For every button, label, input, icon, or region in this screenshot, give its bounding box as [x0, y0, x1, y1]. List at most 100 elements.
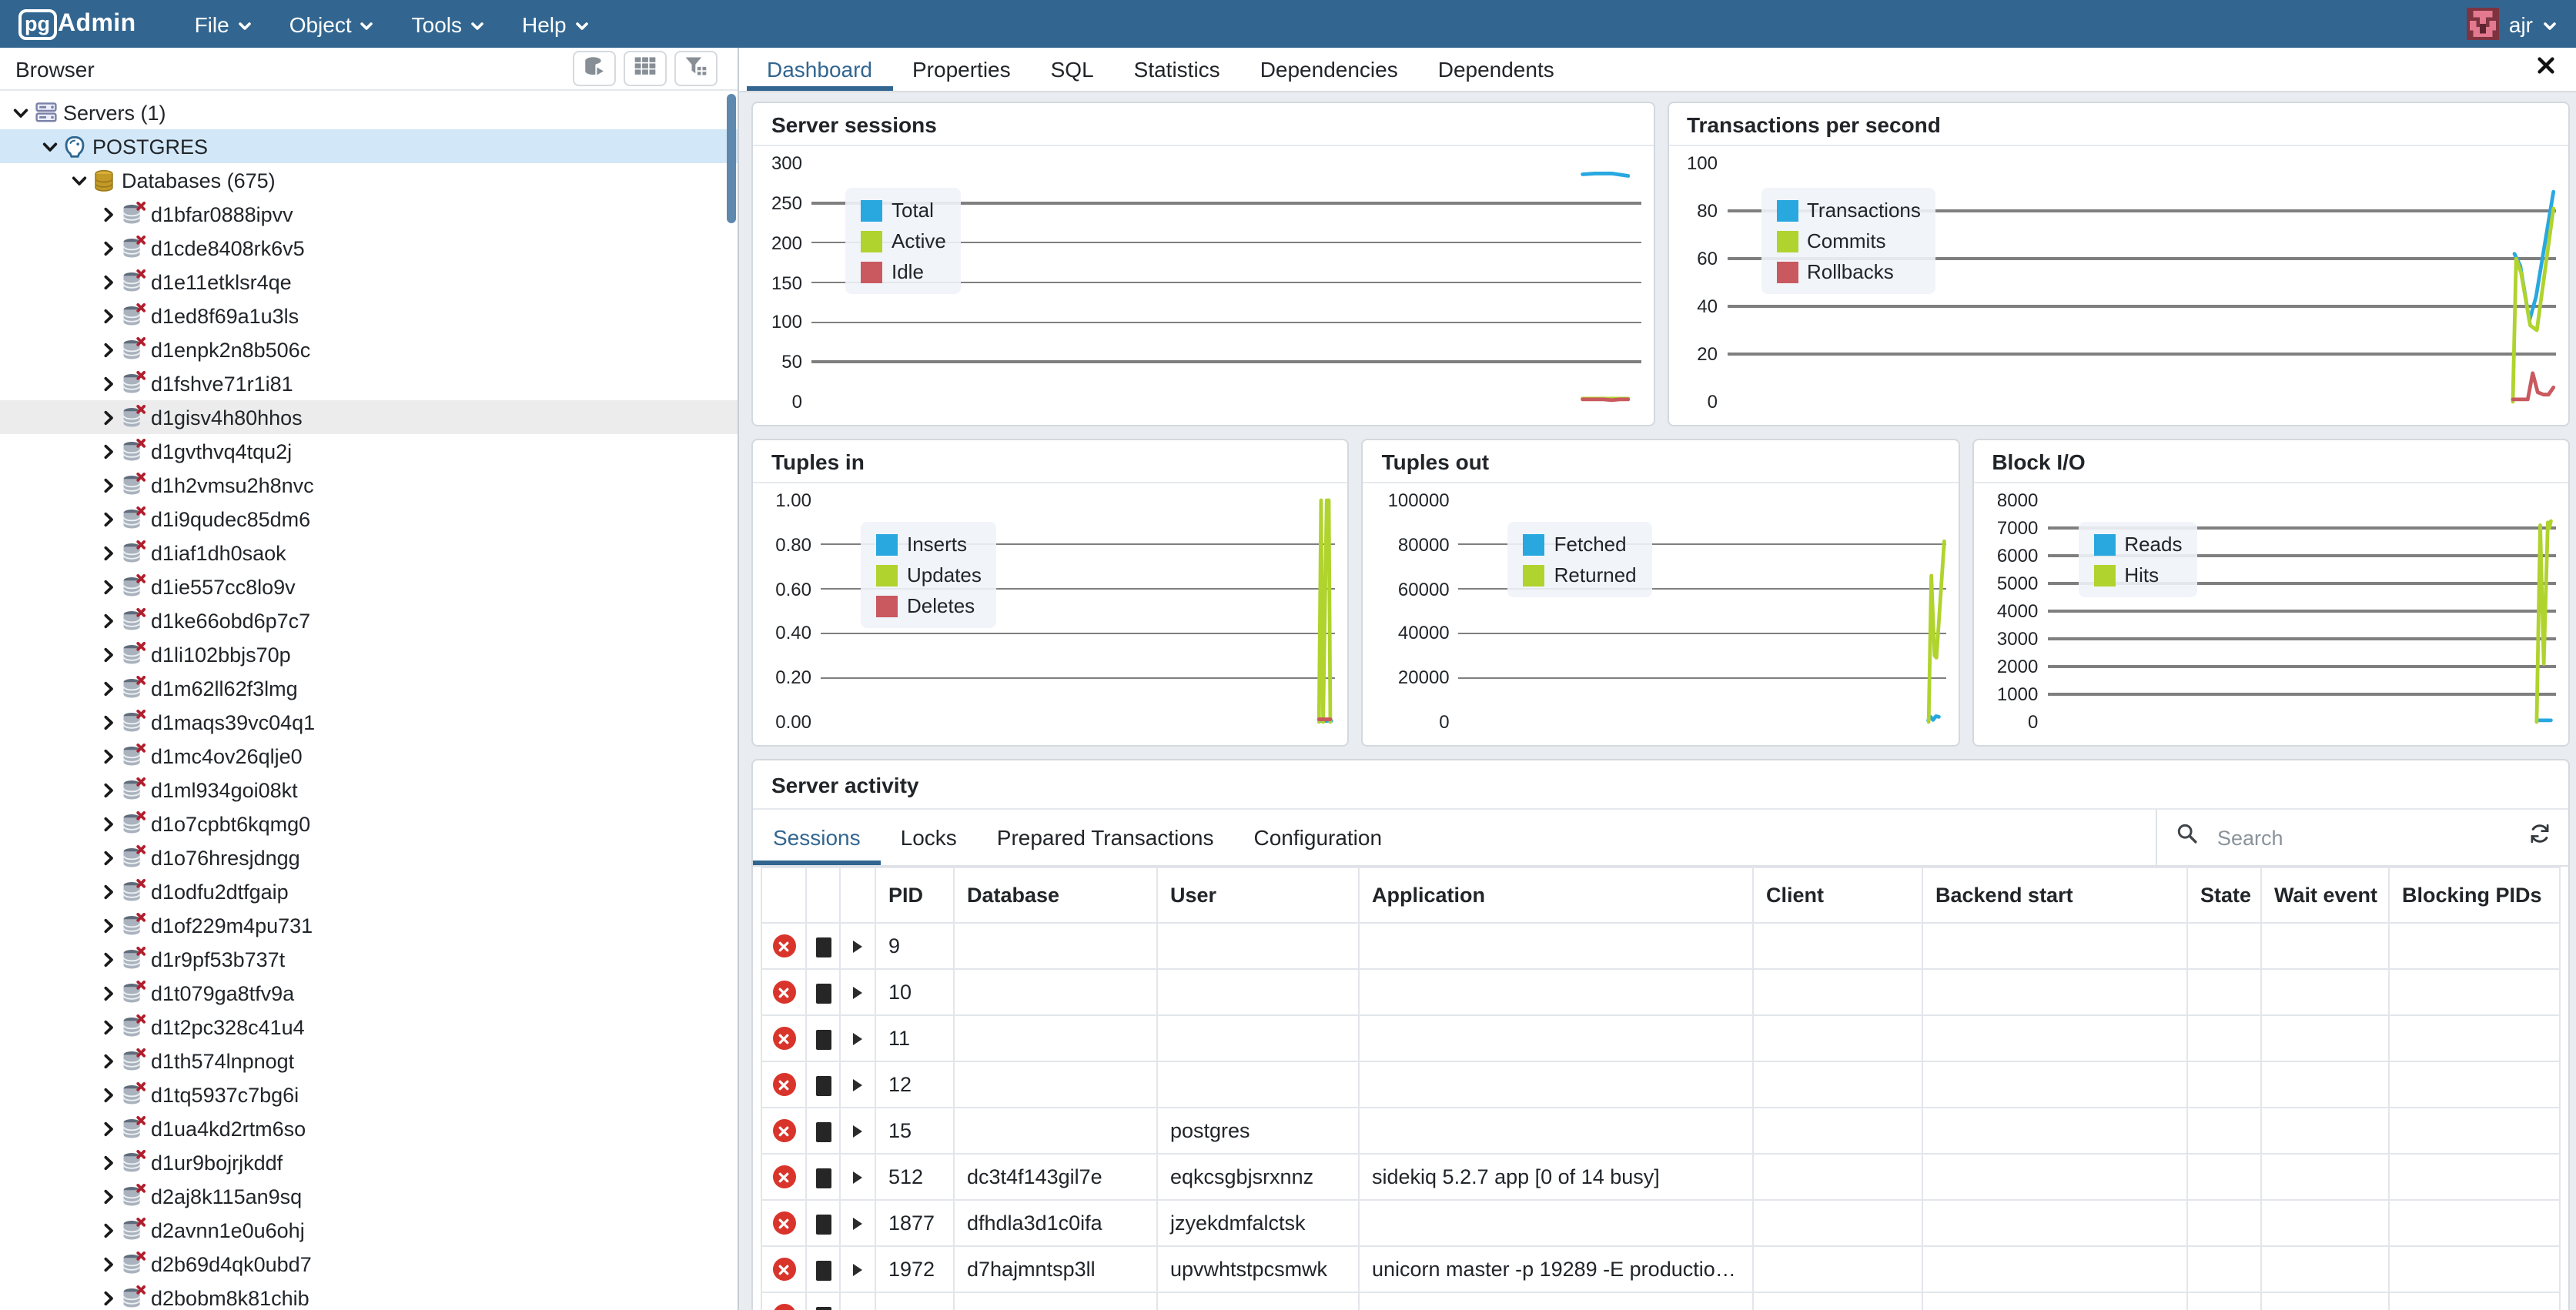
- tab-dashboard[interactable]: Dashboard: [747, 48, 892, 91]
- chevron-right-icon[interactable]: [97, 1188, 120, 1205]
- tree-item-d1ie557cc8lo9v[interactable]: d1ie557cc8lo9v: [0, 570, 738, 603]
- expand-row-button[interactable]: [840, 1015, 875, 1061]
- tree-item-d1ur9bojrjkddf[interactable]: d1ur9bojrjkddf: [0, 1145, 738, 1179]
- column-header[interactable]: [806, 867, 840, 923]
- tree-item-d1h2vmsu2h8nvc[interactable]: d1h2vmsu2h8nvc: [0, 468, 738, 502]
- tab-configuration[interactable]: Configuration: [1234, 810, 1403, 865]
- tree-item-d1mc4ov26qlje0[interactable]: d1mc4ov26qlje0: [0, 739, 738, 773]
- user-menu[interactable]: ajr: [2467, 8, 2558, 40]
- chevron-down-icon[interactable]: [38, 138, 62, 155]
- cancel-query-button[interactable]: [806, 1246, 840, 1292]
- terminate-session-button[interactable]: [761, 1108, 806, 1154]
- tab-properties[interactable]: Properties: [892, 48, 1031, 91]
- chevron-right-icon[interactable]: [97, 883, 120, 900]
- chevron-down-icon[interactable]: [9, 104, 32, 121]
- column-header[interactable]: User: [1157, 867, 1359, 923]
- chevron-right-icon[interactable]: [97, 239, 120, 256]
- menu-tools[interactable]: Tools: [393, 0, 503, 48]
- chevron-right-icon[interactable]: [97, 646, 120, 663]
- tree-item-d1gvthvq4tqu2j[interactable]: d1gvthvq4tqu2j: [0, 434, 738, 468]
- expand-row-button[interactable]: [840, 1108, 875, 1154]
- terminate-session-button[interactable]: [761, 1292, 806, 1310]
- cancel-query-button[interactable]: [806, 1108, 840, 1154]
- chevron-right-icon[interactable]: [97, 713, 120, 730]
- chevron-right-icon[interactable]: [97, 578, 120, 595]
- expand-row-button[interactable]: [840, 1061, 875, 1108]
- chevron-right-icon[interactable]: [97, 781, 120, 798]
- expand-row-button[interactable]: [840, 1200, 875, 1246]
- expand-row-button[interactable]: [840, 1292, 875, 1310]
- tree-item-postgres[interactable]: POSTGRES: [0, 129, 738, 163]
- terminate-session-button[interactable]: [761, 923, 806, 969]
- cancel-query-button[interactable]: [806, 1200, 840, 1246]
- chevron-right-icon[interactable]: [97, 510, 120, 527]
- terminate-session-button[interactable]: [761, 1154, 806, 1200]
- terminate-session-button[interactable]: [761, 969, 806, 1015]
- filtered-rows-button[interactable]: [674, 51, 718, 86]
- tree-item-d1ml934goi08kt[interactable]: d1ml934goi08kt: [0, 773, 738, 807]
- chevron-right-icon[interactable]: [97, 273, 120, 290]
- chevron-right-icon[interactable]: [97, 612, 120, 629]
- cancel-query-button[interactable]: [806, 1154, 840, 1200]
- chevron-right-icon[interactable]: [97, 1120, 120, 1137]
- tree-item-d1e11etklsr4qe[interactable]: d1e11etklsr4qe: [0, 265, 738, 299]
- terminate-session-button[interactable]: [761, 1246, 806, 1292]
- chevron-right-icon[interactable]: [97, 984, 120, 1001]
- tree-item-d1ua4kd2rtm6so[interactable]: d1ua4kd2rtm6so: [0, 1111, 738, 1145]
- chevron-right-icon[interactable]: [97, 951, 120, 967]
- chevron-right-icon[interactable]: [97, 1052, 120, 1069]
- chevron-right-icon[interactable]: [97, 849, 120, 866]
- column-header[interactable]: Backend start: [1922, 867, 2187, 923]
- expand-row-button[interactable]: [840, 923, 875, 969]
- chevron-right-icon[interactable]: [97, 1289, 120, 1306]
- column-header[interactable]: Database: [954, 867, 1157, 923]
- chevron-right-icon[interactable]: [97, 544, 120, 561]
- tree-item-d1maqs39vc04q1[interactable]: d1maqs39vc04q1: [0, 705, 738, 739]
- column-header[interactable]: PID: [875, 867, 954, 923]
- tree-item-d1th574lnpnogt[interactable]: d1th574lnpnogt: [0, 1044, 738, 1078]
- tree-item-d2aj8k115an9sq[interactable]: d2aj8k115an9sq: [0, 1179, 738, 1213]
- menu-object[interactable]: Object: [271, 0, 393, 48]
- cancel-query-button[interactable]: [806, 1292, 840, 1310]
- column-header[interactable]: Blocking PIDs: [2389, 867, 2560, 923]
- tree-item-d1r9pf53b737t[interactable]: d1r9pf53b737t: [0, 942, 738, 976]
- chevron-right-icon[interactable]: [97, 409, 120, 426]
- refresh-button[interactable]: [2510, 810, 2568, 865]
- tree-item-d1iaf1dh0saok[interactable]: d1iaf1dh0saok: [0, 536, 738, 570]
- chevron-right-icon[interactable]: [97, 1018, 120, 1035]
- tree-item-d1i9qudec85dm6[interactable]: d1i9qudec85dm6: [0, 502, 738, 536]
- chevron-right-icon[interactable]: [97, 206, 120, 222]
- column-header[interactable]: Wait event: [2261, 867, 2389, 923]
- column-header[interactable]: [761, 867, 806, 923]
- column-header[interactable]: Client: [1753, 867, 1922, 923]
- tab-sessions[interactable]: Sessions: [753, 810, 881, 865]
- view-data-button[interactable]: [624, 51, 667, 86]
- chevron-right-icon[interactable]: [97, 1086, 120, 1103]
- close-panel-button[interactable]: [2516, 48, 2576, 91]
- tree-item-servers-1[interactable]: Servers (1): [0, 95, 738, 129]
- tree-item-databases-675[interactable]: Databases (675): [0, 163, 738, 197]
- tree-item-d1t2pc328c41u4[interactable]: d1t2pc328c41u4: [0, 1010, 738, 1044]
- chevron-right-icon[interactable]: [97, 1221, 120, 1238]
- query-tool-button[interactable]: [573, 51, 616, 86]
- column-header[interactable]: Application: [1359, 867, 1753, 923]
- tree-item-d1gisv4h80hhos[interactable]: d1gisv4h80hhos: [0, 400, 738, 434]
- expand-row-button[interactable]: [840, 969, 875, 1015]
- cancel-query-button[interactable]: [806, 1061, 840, 1108]
- search-input[interactable]: [2214, 824, 2461, 850]
- tab-dependents[interactable]: Dependents: [1418, 48, 1574, 91]
- tab-dependencies[interactable]: Dependencies: [1240, 48, 1418, 91]
- cancel-query-button[interactable]: [806, 969, 840, 1015]
- tree-item-d2b69d4qk0ubd7[interactable]: d2b69d4qk0ubd7: [0, 1247, 738, 1281]
- tree-scrollbar[interactable]: [727, 94, 736, 223]
- column-header[interactable]: State: [2187, 867, 2261, 923]
- terminate-session-button[interactable]: [761, 1061, 806, 1108]
- tab-sql[interactable]: SQL: [1031, 48, 1114, 91]
- tree-item-d1enpk2n8b506c[interactable]: d1enpk2n8b506c: [0, 333, 738, 366]
- expand-row-button[interactable]: [840, 1246, 875, 1292]
- cancel-query-button[interactable]: [806, 923, 840, 969]
- terminate-session-button[interactable]: [761, 1015, 806, 1061]
- tree-item-d1cde8408rk6v5[interactable]: d1cde8408rk6v5: [0, 231, 738, 265]
- chevron-right-icon[interactable]: [97, 476, 120, 493]
- tab-locks[interactable]: Locks: [881, 810, 977, 865]
